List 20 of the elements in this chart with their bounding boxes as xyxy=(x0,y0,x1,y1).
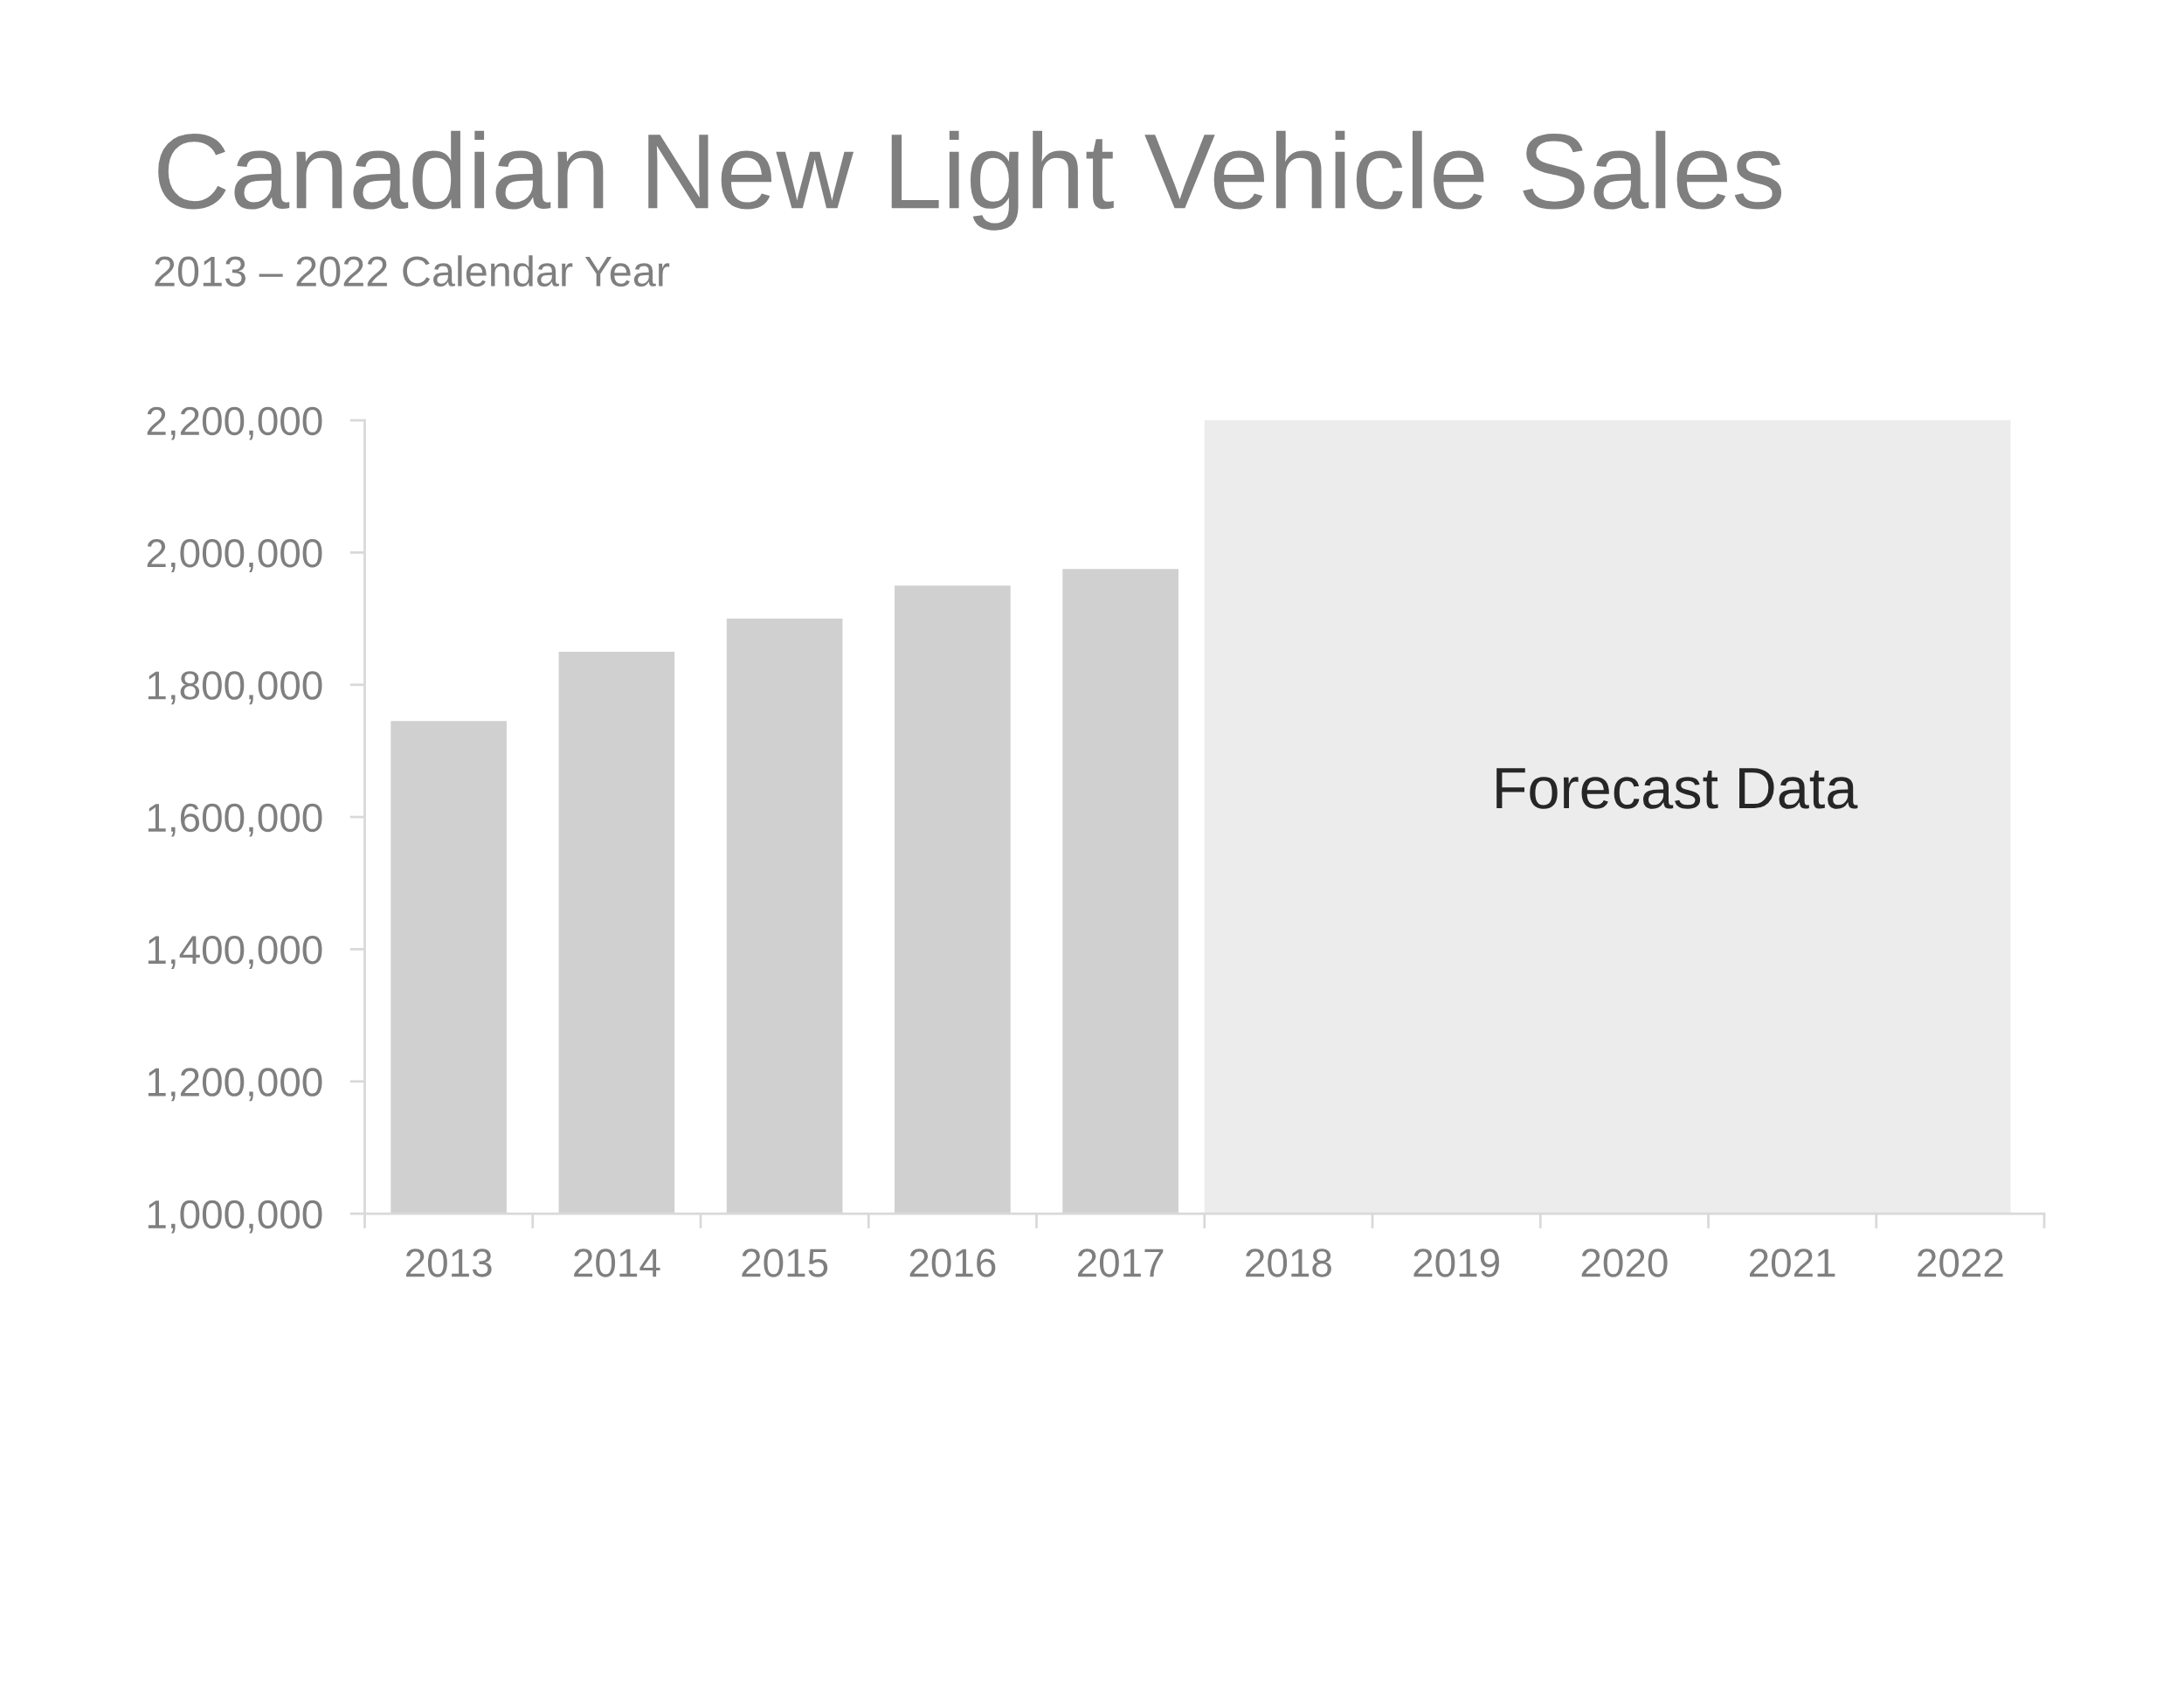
x-tick-label: 2016 xyxy=(909,1249,996,1277)
y-tick-label: 2,000,000 xyxy=(147,539,322,572)
x-tick-label: 2014 xyxy=(574,1249,660,1277)
y-tick-label: 1,600,000 xyxy=(148,803,322,837)
x-tick-label: 2021 xyxy=(1749,1249,1835,1277)
x-tick-label: 2019 xyxy=(1413,1249,1499,1277)
x-tick-label: 2018 xyxy=(1246,1249,1331,1277)
y-tick-label: 1,400,000 xyxy=(148,936,322,969)
y-tick-label: 1,000,000 xyxy=(148,1200,322,1234)
y-tick-label: 1,800,000 xyxy=(148,671,322,705)
x-tick-label: 2022 xyxy=(1918,1249,2003,1277)
x-tick-label: 2013 xyxy=(405,1249,492,1277)
x-tick-label: 2020 xyxy=(1581,1249,1668,1277)
y-tick-label: 2,200,000 xyxy=(147,406,322,440)
band-label: Forecast Data xyxy=(1496,768,1858,809)
x-tick-label: 2017 xyxy=(1077,1249,1164,1277)
chart-title: Canadian New Light Vehicle Sales xyxy=(158,130,1782,231)
chart-subtitle: 2013 – 2022 Calendar Year xyxy=(155,255,670,287)
x-tick-label: 2015 xyxy=(742,1249,828,1277)
y-tick-label: 1,200,000 xyxy=(148,1068,322,1102)
